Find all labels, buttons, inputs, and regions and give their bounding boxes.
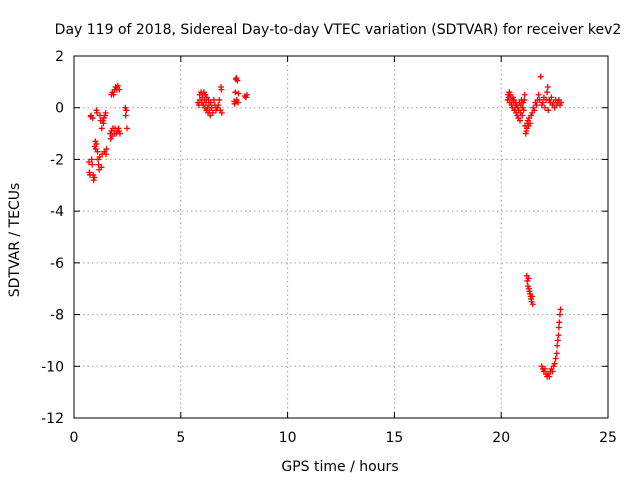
data-point xyxy=(527,120,534,127)
y-tick-label: -12 xyxy=(41,411,64,427)
data-point xyxy=(541,365,548,372)
data-point xyxy=(546,373,553,380)
data-point xyxy=(215,102,222,109)
data-point xyxy=(102,109,109,116)
data-point xyxy=(531,107,538,114)
data-point xyxy=(110,91,117,98)
data-point xyxy=(558,99,565,106)
data-point xyxy=(209,109,216,116)
data-point xyxy=(235,99,242,106)
data-point xyxy=(536,96,543,103)
data-point xyxy=(100,120,107,127)
data-point xyxy=(554,342,561,349)
x-tick-label: 5 xyxy=(176,430,185,446)
data-point xyxy=(541,104,548,111)
y-tick-label: -4 xyxy=(50,204,64,220)
data-point xyxy=(91,174,98,181)
grid-layer xyxy=(74,56,608,418)
data-point xyxy=(552,355,559,362)
data-point xyxy=(116,86,123,93)
data-point xyxy=(103,151,110,158)
data-point xyxy=(556,319,563,326)
data-point xyxy=(544,89,551,96)
data-point xyxy=(98,125,105,132)
y-tick-label: 0 xyxy=(55,101,64,117)
chart-title: Day 119 of 2018, Sidereal Day-to-day VTE… xyxy=(55,22,622,38)
data-point xyxy=(556,311,563,318)
data-point xyxy=(555,324,562,331)
y-tick-label: -8 xyxy=(50,308,64,324)
data-point xyxy=(208,104,215,111)
data-point xyxy=(123,125,130,132)
x-axis-label: GPS time / hours xyxy=(281,459,398,475)
data-point xyxy=(244,91,251,98)
data-point xyxy=(207,99,214,106)
y-axis-label: SDTVAR / TECUs xyxy=(7,183,23,298)
data-point xyxy=(123,107,130,114)
data-point xyxy=(516,117,523,124)
data-point xyxy=(231,100,238,107)
data-point xyxy=(94,148,101,155)
data-point xyxy=(88,156,95,163)
x-tick-label: 20 xyxy=(492,430,510,446)
data-point xyxy=(533,102,540,109)
y-tick-label: -10 xyxy=(41,359,64,375)
data-point xyxy=(539,99,546,106)
x-tick-label: 10 xyxy=(279,430,297,446)
x-tick-label: 0 xyxy=(70,430,79,446)
data-point xyxy=(521,96,528,103)
data-point xyxy=(218,109,225,116)
data-point xyxy=(554,337,561,344)
y-tick-label: -6 xyxy=(50,256,64,272)
data-point xyxy=(548,94,555,101)
data-point xyxy=(122,112,129,119)
data-point xyxy=(103,146,110,153)
data-point xyxy=(210,96,217,103)
x-tick-label: 15 xyxy=(385,430,403,446)
data-point xyxy=(93,140,100,147)
data-point xyxy=(235,90,242,97)
data-point xyxy=(89,161,96,168)
plot-frame xyxy=(73,55,609,419)
x-tick-label: 25 xyxy=(599,430,617,446)
data-point xyxy=(216,96,223,103)
data-point xyxy=(89,115,96,122)
data-point xyxy=(553,350,560,357)
data-point xyxy=(544,84,551,91)
data-point xyxy=(549,368,556,375)
data-point xyxy=(116,130,123,137)
data-point xyxy=(114,82,121,89)
data-point xyxy=(537,73,544,80)
data-point xyxy=(557,306,564,313)
data-point xyxy=(520,107,527,114)
tick-layer: 0 5 10 15 20 25 -12 -10 -8 -6 -4 -2 0 2 xyxy=(41,49,617,446)
data-point xyxy=(529,301,536,308)
data-point xyxy=(98,164,105,171)
data-point xyxy=(521,91,528,98)
data-point xyxy=(551,360,558,367)
data-point xyxy=(529,293,536,300)
data-point xyxy=(519,112,526,119)
data-point xyxy=(555,332,562,339)
data-points xyxy=(85,73,565,380)
y-tick-label: 2 xyxy=(55,49,64,65)
data-point xyxy=(232,89,239,96)
data-point xyxy=(525,275,532,282)
data-point xyxy=(234,77,241,84)
y-tick-label: -2 xyxy=(50,152,64,168)
data-point xyxy=(218,86,225,93)
data-point xyxy=(545,107,552,114)
data-point xyxy=(535,91,542,98)
